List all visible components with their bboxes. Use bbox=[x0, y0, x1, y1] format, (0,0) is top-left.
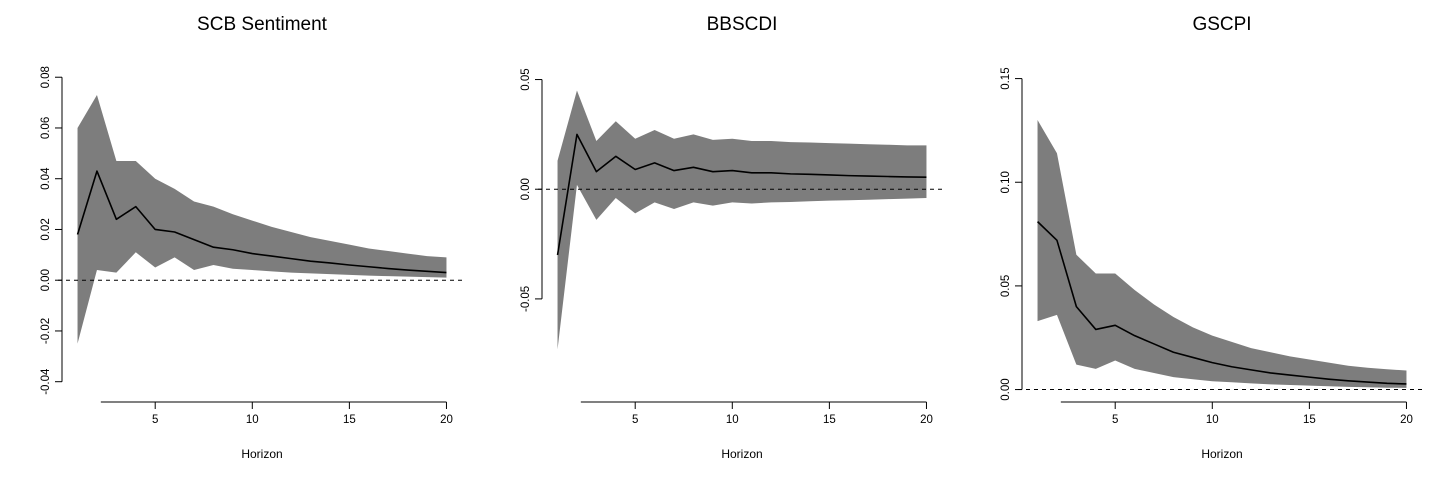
irf-panel-gscpi: GSCPI 0.00 0.05 0.10 0.15 5 10 15 20 Horizon bbox=[960, 0, 1439, 480]
x-tick-label: 10 bbox=[1206, 414, 1219, 426]
y-tick-label: 0.04 bbox=[40, 167, 52, 190]
y-tick-label: 0.15 bbox=[1000, 67, 1012, 89]
chart-title: BBSCDI bbox=[707, 14, 778, 35]
plot-area: -0.04 -0.02 0.00 0.02 0.04 0.06 0.08 5 10 15 20 bbox=[40, 66, 462, 426]
x-tick-label: 5 bbox=[632, 414, 638, 426]
y-tick-label: -0.04 bbox=[40, 368, 52, 395]
x-tick-label: 20 bbox=[1400, 414, 1413, 426]
x-tick-label: 10 bbox=[246, 414, 259, 426]
y-tick-label: 0.00 bbox=[1000, 378, 1012, 400]
x-axis-label: Horizon bbox=[1201, 447, 1242, 461]
confidence-band bbox=[557, 90, 927, 350]
y-tick-label: 0.06 bbox=[40, 117, 52, 139]
confidence-band bbox=[1037, 120, 1407, 388]
x-axis-label: Horizon bbox=[721, 447, 762, 461]
confidence-band bbox=[77, 94, 447, 344]
chart-title: GSCPI bbox=[1192, 14, 1251, 35]
irf-chart-bbscdi: BBSCDI -0.05 0.00 0.05 5 10 15 20 Horizon bbox=[520, 14, 942, 461]
x-tick-label: 15 bbox=[1303, 414, 1316, 426]
x-tick-label: 20 bbox=[440, 414, 453, 426]
y-tick-label: -0.02 bbox=[40, 318, 52, 344]
irf-mean-line bbox=[1036, 221, 1407, 385]
y-tick-label: 0.05 bbox=[520, 68, 532, 90]
x-tick-label: 20 bbox=[920, 414, 933, 426]
y-tick-label: -0.05 bbox=[520, 286, 532, 312]
irf-chart-gscpi: GSCPI 0.00 0.05 0.10 0.15 5 10 15 20 Horizon bbox=[1000, 14, 1422, 461]
y-tick-label: 0.02 bbox=[40, 218, 52, 240]
x-axis-label: Horizon bbox=[241, 447, 282, 461]
irf-mean-line bbox=[76, 170, 447, 274]
x-tick-label: 15 bbox=[343, 414, 356, 426]
x-tick-label: 5 bbox=[1112, 414, 1118, 426]
chart-title: SCB Sentiment bbox=[197, 14, 328, 35]
plot-area: 0.00 0.05 0.10 0.15 5 10 15 20 bbox=[1000, 67, 1422, 426]
irf-mean-line bbox=[556, 133, 927, 256]
y-tick-label: 0.00 bbox=[520, 178, 532, 200]
y-tick-label: 0.10 bbox=[1000, 171, 1012, 193]
x-tick-label: 10 bbox=[726, 414, 739, 426]
irf-panel-bbscdi: BBSCDI -0.05 0.00 0.05 5 10 15 20 Horizon bbox=[480, 0, 959, 480]
y-tick-label: 0.08 bbox=[40, 66, 52, 88]
y-tick-label: 0.00 bbox=[40, 269, 52, 291]
irf-panel-scb-sentiment: SCB Sentiment -0.04 -0.02 0.00 0.02 0.04 0.06… bbox=[0, 0, 479, 480]
x-tick-label: 15 bbox=[823, 414, 836, 426]
plot-area: -0.05 0.00 0.05 5 10 15 20 bbox=[520, 68, 942, 426]
y-tick-label: 0.05 bbox=[1000, 275, 1012, 297]
irf-chart-scb-sentiment: SCB Sentiment -0.04 -0.02 0.00 0.02 0.04 0.06… bbox=[40, 14, 462, 461]
x-tick-label: 5 bbox=[152, 414, 158, 426]
